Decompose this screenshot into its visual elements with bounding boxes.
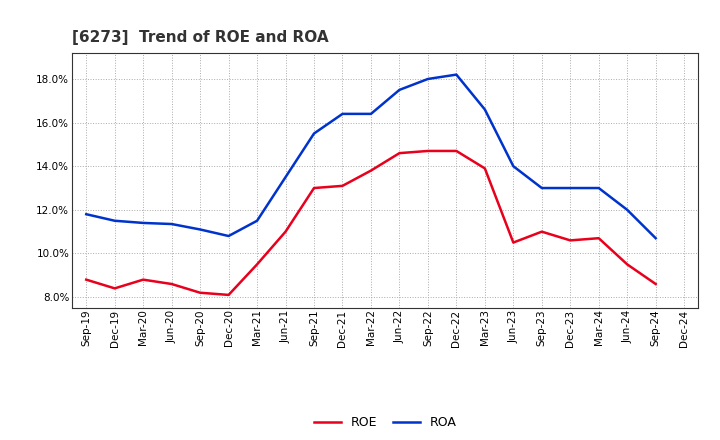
ROA [139, 220, 148, 226]
ROE [82, 277, 91, 282]
Line: ROA: ROA [86, 75, 656, 238]
ROA [652, 235, 660, 241]
ROA [253, 218, 261, 224]
ROA [338, 111, 347, 117]
ROA [566, 185, 575, 191]
ROA [395, 87, 404, 92]
ROA [452, 72, 461, 77]
ROE [366, 168, 375, 173]
ROE [652, 281, 660, 286]
ROE [310, 185, 318, 191]
ROA [595, 185, 603, 191]
Legend: ROE, ROA: ROE, ROA [308, 411, 462, 434]
ROA [110, 218, 119, 224]
ROE [253, 262, 261, 267]
ROA [480, 107, 489, 112]
ROE [395, 150, 404, 156]
Text: [6273]  Trend of ROE and ROA: [6273] Trend of ROE and ROA [72, 29, 328, 45]
ROE [595, 235, 603, 241]
ROE [452, 148, 461, 154]
ROE [167, 281, 176, 286]
ROE [509, 240, 518, 245]
ROE [623, 262, 631, 267]
ROA [423, 76, 432, 81]
ROA [623, 207, 631, 213]
Line: ROE: ROE [86, 151, 656, 295]
ROA [167, 221, 176, 227]
ROE [480, 166, 489, 171]
ROE [537, 229, 546, 234]
ROA [196, 227, 204, 232]
ROE [225, 292, 233, 297]
ROE [196, 290, 204, 295]
ROA [310, 131, 318, 136]
ROA [537, 185, 546, 191]
ROA [366, 111, 375, 117]
ROA [82, 212, 91, 217]
ROA [282, 175, 290, 180]
ROE [139, 277, 148, 282]
ROE [566, 238, 575, 243]
ROE [282, 229, 290, 234]
ROE [110, 286, 119, 291]
ROA [509, 164, 518, 169]
ROA [225, 233, 233, 238]
ROE [338, 183, 347, 188]
ROE [423, 148, 432, 154]
